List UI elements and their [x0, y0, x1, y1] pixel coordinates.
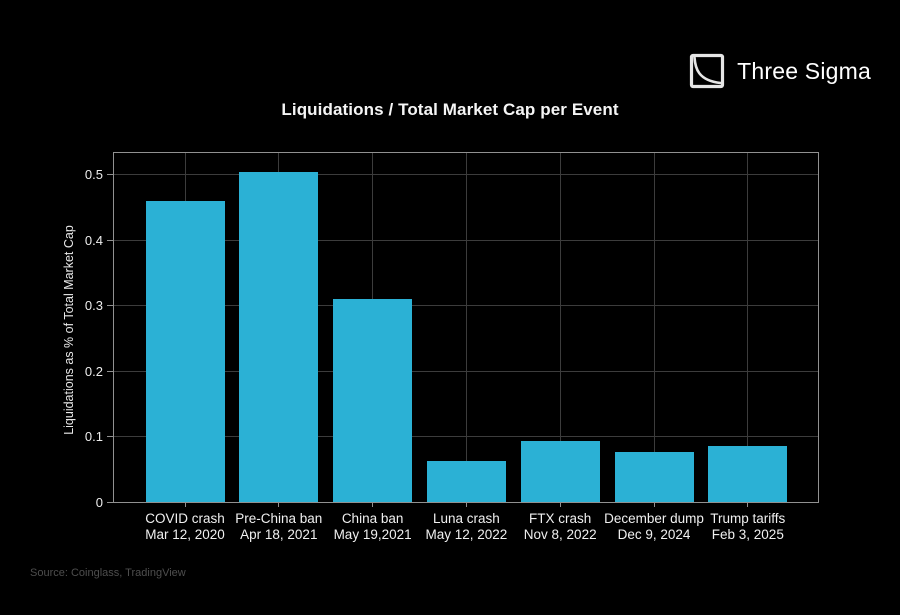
x-tick-mark: [278, 502, 280, 507]
x-category-name: FTX crash: [529, 511, 592, 526]
x-category-label-luna-crash: Luna crash May 12, 2022: [401, 511, 531, 542]
y-tick-label: 0.1: [84, 429, 103, 445]
bar-december-dump: [614, 452, 694, 502]
gridline-horizontal: [114, 370, 818, 372]
x-category-name: Pre-China ban: [235, 511, 323, 526]
x-tick-mark: [465, 502, 467, 507]
bar-trump-tariffs: [708, 445, 788, 502]
gridline-vertical: [747, 153, 749, 502]
x-category-date: May 19,2021: [333, 526, 412, 542]
bar-luna-crash: [426, 461, 506, 502]
x-tick-mark: [559, 502, 561, 507]
gridline-vertical: [653, 153, 655, 502]
x-category-name: China ban: [341, 511, 404, 526]
x-category-date: Apr 18, 2021: [240, 526, 318, 542]
gridline-horizontal: [114, 436, 818, 438]
x-tick-mark: [372, 502, 374, 507]
y-tick-mark: [107, 305, 114, 307]
y-tick-mark: [107, 436, 114, 438]
y-tick-mark: [107, 174, 114, 176]
y-tick-mark: [107, 370, 114, 372]
x-category-label-december-dump: December dump Dec 9, 2024: [589, 511, 719, 542]
bar-ftx-crash: [520, 441, 600, 502]
bar-pre-china-ban: [239, 171, 319, 502]
x-category-date: Nov 8, 2022: [523, 526, 597, 542]
x-category-date: May 12, 2022: [425, 526, 508, 542]
gridline-horizontal: [114, 174, 818, 176]
x-category-name: December dump: [604, 511, 704, 526]
x-category-label-covid-crash: COVID crash Mar 12, 2020: [120, 511, 250, 542]
y-tick-mark: [107, 239, 114, 241]
y-tick-label: 0.5: [84, 167, 103, 183]
x-category-date: Dec 9, 2024: [617, 526, 691, 542]
x-category-name: Trump tariffs: [710, 511, 786, 526]
x-tick-mark: [747, 502, 749, 507]
three-sigma-curve-icon: [688, 52, 726, 90]
x-category-label-china-ban: China ban May 19,2021: [308, 511, 438, 542]
source-text: Source: Coinglass, TradingView: [30, 567, 186, 579]
plot-area: [114, 153, 818, 502]
gridline-horizontal: [114, 239, 818, 241]
bar-covid-crash: [145, 201, 225, 502]
gridline-vertical: [559, 153, 561, 502]
x-tick-mark: [653, 502, 655, 507]
x-category-date: Feb 3, 2025: [711, 526, 784, 542]
x-category-label-trump-tariffs: Trump tariffs Feb 3, 2025: [683, 511, 813, 542]
y-tick-label: 0.3: [84, 298, 103, 314]
y-axis-label: Liquidations as % of Total Market Cap: [62, 225, 76, 435]
y-tick-label: 0.4: [84, 232, 103, 248]
y-tick-label: 0: [95, 494, 103, 510]
logo-text: Three Sigma: [737, 57, 871, 84]
gridline-vertical: [465, 153, 467, 502]
three-sigma-logo: Three Sigma: [688, 52, 871, 90]
chart-title: Liquidations / Total Market Cap per Even…: [281, 100, 619, 119]
bar-china-ban: [333, 299, 413, 502]
x-category-name: COVID crash: [145, 511, 225, 526]
gridline-horizontal: [114, 305, 818, 307]
x-tick-mark: [184, 502, 186, 507]
x-category-label-ftx-crash: FTX crash Nov 8, 2022: [495, 511, 625, 542]
x-category-name: Luna crash: [432, 511, 500, 526]
y-tick-label: 0.2: [84, 363, 103, 379]
x-category-label-pre-china-ban: Pre-China ban Apr 18, 2021: [214, 511, 344, 542]
y-tick-mark: [107, 501, 114, 503]
x-category-date: Mar 12, 2020: [145, 526, 225, 542]
